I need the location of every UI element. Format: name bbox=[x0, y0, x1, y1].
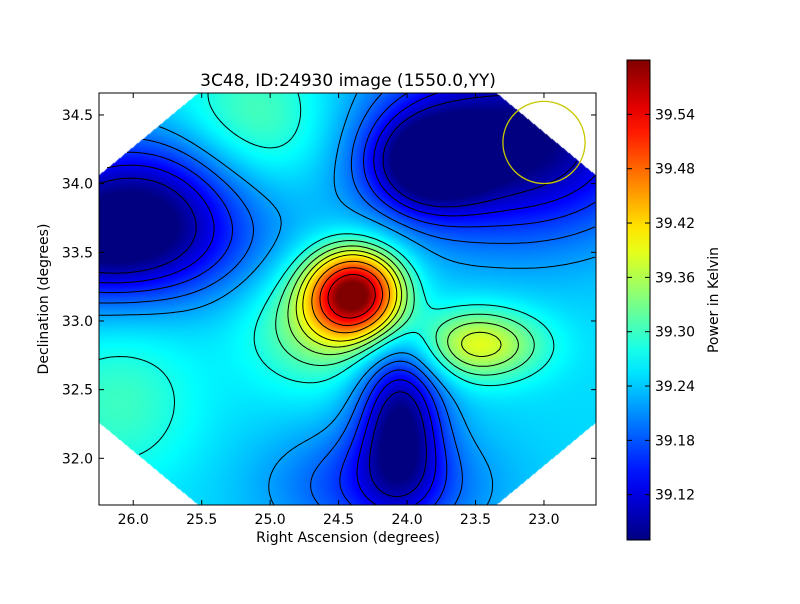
contour-line bbox=[319, 267, 384, 326]
contour-line bbox=[99, 93, 555, 456]
contour-line bbox=[295, 250, 502, 357]
y-axis: 32.0 32.5 33.0 33.5 34.0 34.5 bbox=[62, 108, 596, 467]
contour-line bbox=[302, 254, 398, 342]
x-tick-label: 24.0 bbox=[391, 512, 422, 528]
x-tick-label: 24.5 bbox=[323, 512, 354, 528]
beam-circle bbox=[502, 100, 586, 185]
colorbar-tick-label: 39.36 bbox=[655, 270, 695, 286]
contour-line bbox=[311, 260, 390, 334]
x-tick-label: 26.0 bbox=[118, 512, 149, 528]
colorbar-ticks: 39.12 39.18 39.24 39.30 39.36 39.42 39.48 39.54 bbox=[627, 107, 695, 504]
x-axis: 26.0 25.5 25.0 24.5 24.0 23.5 23.0 bbox=[118, 93, 560, 528]
contour-line bbox=[99, 93, 596, 505]
chart-title: 3C48, ID:24930 image (1550.0,YY) bbox=[200, 71, 496, 91]
y-tick-label: 34.0 bbox=[62, 177, 93, 193]
plot-area: 26.0 25.5 25.0 24.5 24.0 23.5 23.0 32.0 32.5 33.… bbox=[62, 92, 597, 528]
colorbar-tick-label: 39.54 bbox=[655, 107, 695, 123]
y-axis-label: Declination (degrees) bbox=[36, 224, 52, 375]
contour-line bbox=[275, 240, 535, 376]
colorbar: 39.12 39.18 39.24 39.30 39.36 39.42 39.48 39.54… bbox=[626, 59, 722, 541]
x-axis-label: Right Ascension (degrees) bbox=[256, 530, 440, 546]
y-tick-label: 34.5 bbox=[62, 108, 93, 124]
colorbar-strip bbox=[626, 59, 651, 541]
colorbar-tick-label: 39.30 bbox=[655, 325, 695, 341]
x-tick-label: 23.0 bbox=[528, 512, 559, 528]
contour-line bbox=[99, 93, 596, 505]
y-tick-label: 33.5 bbox=[62, 245, 93, 261]
x-tick-label: 25.0 bbox=[255, 512, 286, 528]
x-tick-label: 23.5 bbox=[460, 512, 491, 528]
x-tick-label: 25.5 bbox=[186, 512, 217, 528]
colorbar-tick-label: 39.42 bbox=[655, 216, 695, 232]
y-tick-label: 32.5 bbox=[62, 383, 93, 399]
contour-line bbox=[287, 245, 519, 367]
colorbar-tick-label: 39.18 bbox=[655, 433, 695, 449]
contour-line bbox=[327, 274, 376, 319]
y-tick-label: 33.0 bbox=[62, 314, 93, 330]
colorbar-tick-label: 39.24 bbox=[655, 379, 695, 395]
contour-line bbox=[99, 95, 578, 498]
y-tick-label: 32.0 bbox=[62, 451, 93, 467]
colorbar-tick-label: 39.48 bbox=[655, 162, 695, 178]
contour-lines bbox=[99, 93, 596, 505]
contour-line bbox=[99, 93, 596, 505]
heatmap-image bbox=[99, 93, 596, 505]
colorbar-label: Power in Kelvin bbox=[706, 247, 722, 353]
contour-line bbox=[99, 93, 596, 505]
plot-frame bbox=[98, 92, 597, 506]
heatmap-image-container bbox=[99, 93, 596, 505]
colorbar-tick-label: 39.12 bbox=[655, 488, 695, 504]
